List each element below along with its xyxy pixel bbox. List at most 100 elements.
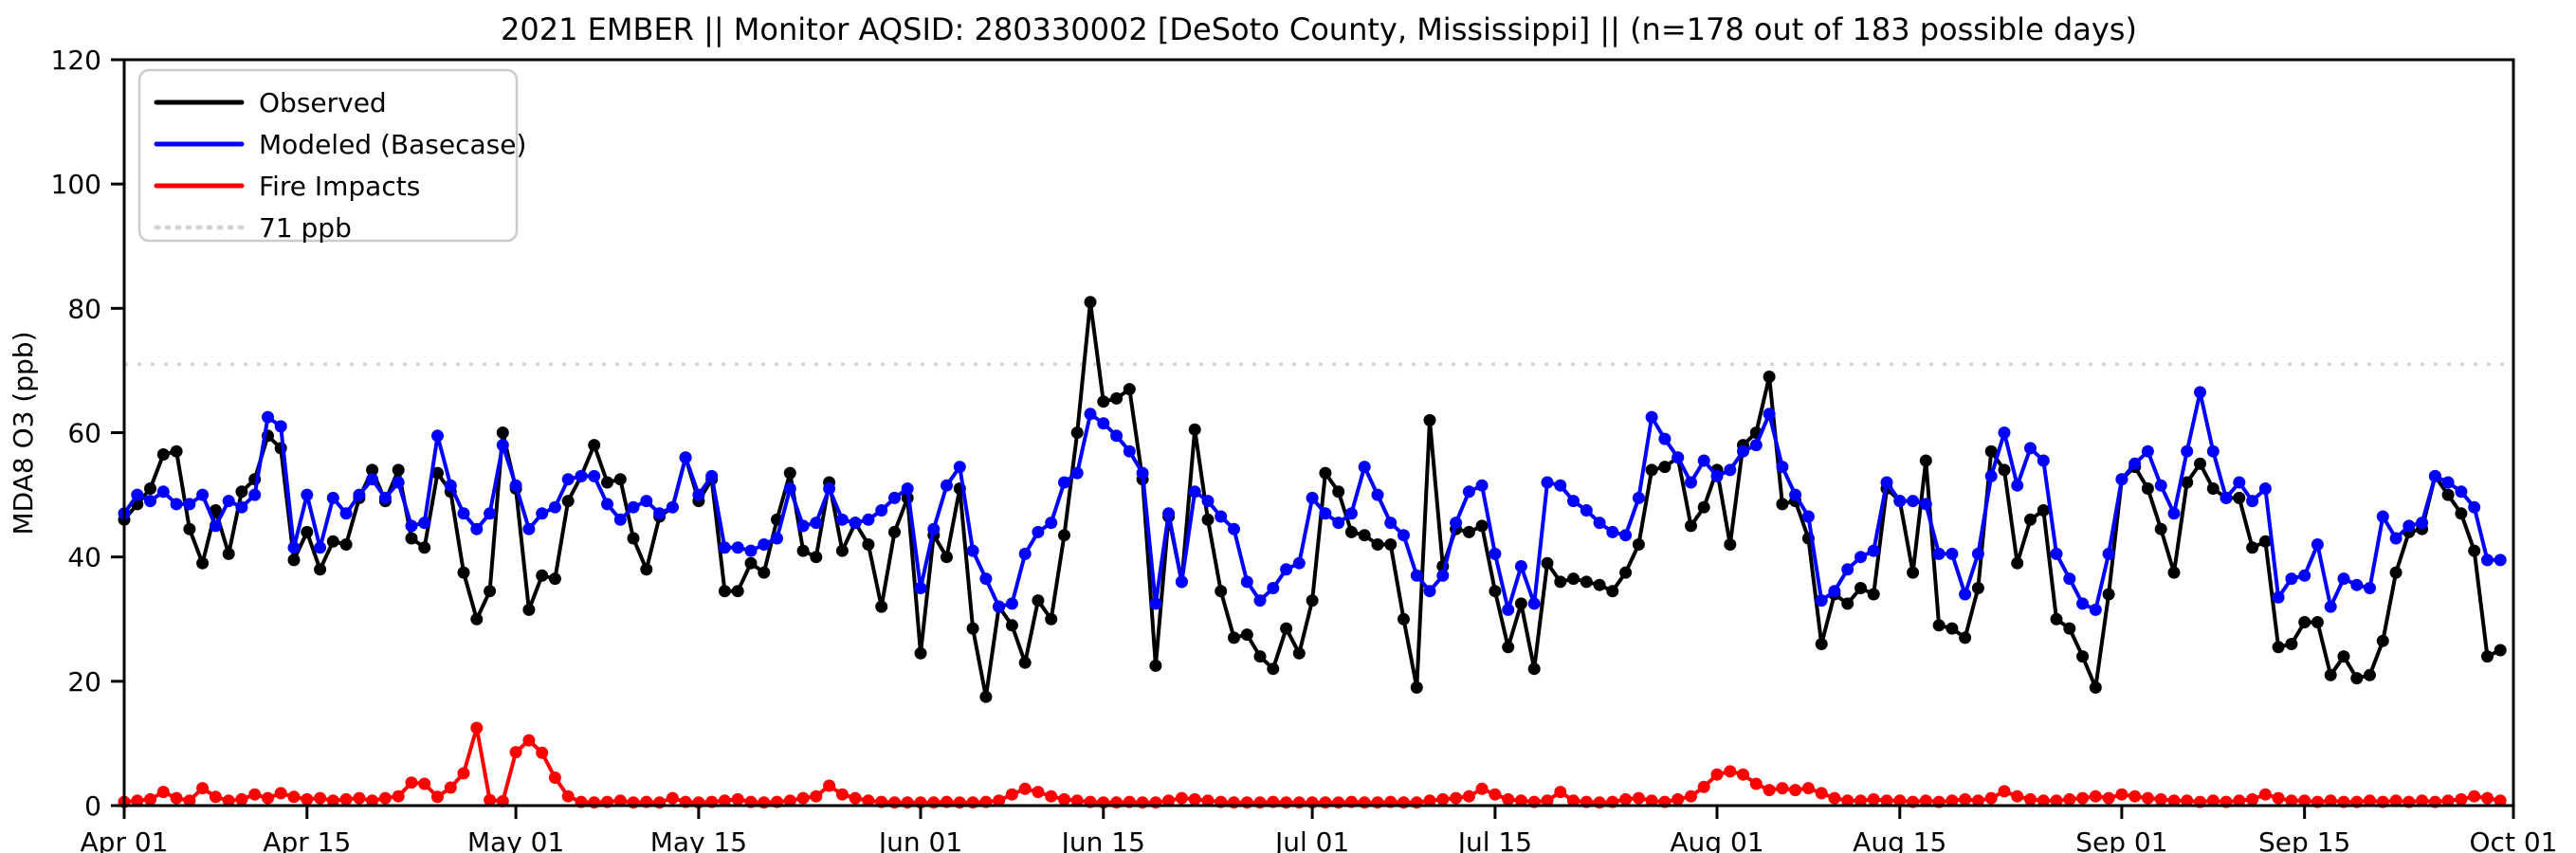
series-marker <box>2468 500 2481 514</box>
series-marker <box>1893 495 1907 508</box>
series-marker <box>1292 556 1306 570</box>
series-marker <box>2272 641 2285 654</box>
series-marker <box>418 541 431 554</box>
series-marker <box>2194 457 2206 470</box>
series-marker <box>2181 794 2194 808</box>
series-marker <box>1554 479 1567 492</box>
series-marker <box>274 787 287 800</box>
series-marker <box>1998 463 2011 477</box>
series-marker <box>431 429 444 443</box>
series-marker <box>1789 784 1802 797</box>
series-marker <box>1632 791 1645 805</box>
series-marker <box>470 721 484 735</box>
series-marker <box>1371 538 1384 551</box>
series-marker <box>1228 522 1240 535</box>
series-marker <box>405 776 418 789</box>
series-marker <box>2076 597 2090 610</box>
y-tick-label: 60 <box>67 418 101 449</box>
series-marker <box>2258 535 2272 548</box>
x-tick-label: Apr 01 <box>81 826 169 853</box>
x-tick-label: Jul 15 <box>1456 826 1532 853</box>
series-marker <box>1959 631 1972 644</box>
series-marker <box>418 777 431 790</box>
series-marker <box>1201 513 1215 526</box>
series-marker <box>1280 622 1293 635</box>
series-marker <box>1984 445 1998 458</box>
series-marker <box>588 439 601 452</box>
x-tick-label: Aug 15 <box>1853 826 1946 853</box>
series-marker <box>484 585 497 598</box>
series-marker <box>1215 585 1228 598</box>
series-marker <box>405 519 418 533</box>
series-marker <box>1332 517 1345 530</box>
series-marker <box>366 794 379 808</box>
series-marker <box>1344 525 1358 538</box>
series-marker <box>536 746 549 759</box>
x-tick-label: Jul 01 <box>1273 826 1349 853</box>
series-marker <box>1201 495 1215 508</box>
series-marker <box>1971 547 1984 560</box>
series-marker <box>705 469 719 482</box>
y-axis-label: MDA8 O3 (ppb) <box>8 331 39 535</box>
series-marker <box>2076 791 2090 805</box>
series-marker <box>484 793 497 807</box>
series-marker <box>1188 792 1201 806</box>
series-marker <box>1267 582 1280 594</box>
series-marker <box>875 600 888 613</box>
series-marker <box>1162 794 1176 808</box>
series-marker <box>1645 463 1658 477</box>
series-marker <box>1240 575 1253 589</box>
series-marker <box>339 538 353 551</box>
series-marker <box>2115 473 2128 486</box>
series-marker <box>1005 597 1018 610</box>
series-marker <box>1815 594 1828 608</box>
series-marker <box>588 469 601 482</box>
series-marker <box>536 569 549 582</box>
series-marker <box>2037 454 2050 467</box>
series-marker <box>156 786 170 799</box>
series-marker <box>2024 792 2037 806</box>
series-marker <box>353 488 366 501</box>
series-marker <box>326 535 339 548</box>
series-marker <box>1201 794 1215 808</box>
series-marker <box>1971 582 1984 594</box>
series-marker <box>248 788 262 801</box>
series-marker <box>2102 547 2115 560</box>
series-marker <box>1253 594 1267 608</box>
series-marker <box>1919 794 1932 808</box>
chart-title: 2021 EMBER || Monitor AQSID: 280330002 [… <box>501 11 2137 47</box>
series-marker <box>1032 594 1045 608</box>
series-marker <box>731 585 744 598</box>
series-marker <box>314 791 327 805</box>
x-tick-label: Sep 01 <box>2075 826 2167 853</box>
series-marker <box>2063 572 2076 586</box>
y-tick-label: 40 <box>67 542 101 573</box>
series-marker <box>548 771 561 784</box>
series-marker <box>2298 794 2311 808</box>
series-marker <box>823 482 836 495</box>
series-marker <box>1240 628 1253 642</box>
series-marker <box>862 513 875 526</box>
series-marker <box>601 476 613 489</box>
series-marker <box>1606 525 1619 538</box>
legend-entry-label: Modeled (Basecase) <box>259 129 526 160</box>
series-marker <box>1567 572 1580 586</box>
series-marker <box>1398 529 1410 542</box>
series-marker <box>2298 616 2311 628</box>
series-marker <box>1149 597 1162 610</box>
series-marker <box>392 476 405 489</box>
series-marker <box>431 790 444 804</box>
series-marker <box>966 622 979 635</box>
series-marker <box>1502 641 1515 654</box>
series-marker <box>1867 544 1880 557</box>
series-marker <box>1567 495 1580 508</box>
series-marker <box>1280 563 1293 576</box>
series-marker <box>2468 544 2481 557</box>
series-marker <box>248 488 262 501</box>
series-marker <box>2364 582 2376 594</box>
series-marker <box>1854 551 1867 564</box>
series-marker <box>222 794 235 808</box>
series-marker <box>561 495 575 508</box>
series-marker <box>196 488 210 501</box>
series-marker <box>2389 532 2402 545</box>
